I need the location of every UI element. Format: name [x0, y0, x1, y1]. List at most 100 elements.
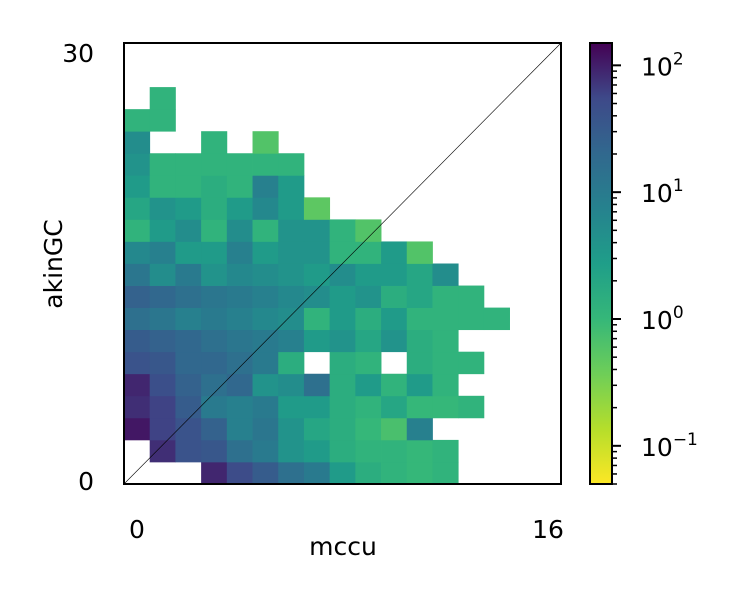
heatmap-cell	[201, 241, 228, 264]
heatmap-cell	[201, 417, 228, 441]
heatmap-cell	[303, 241, 331, 264]
heatmap-cell	[149, 219, 176, 242]
heatmap-cell	[201, 461, 228, 485]
heatmap-cell	[252, 439, 279, 463]
heatmap-cell	[406, 461, 433, 485]
heatmap-cell	[149, 395, 176, 419]
heatmap-cell	[303, 417, 331, 441]
heatmap-cell	[175, 439, 202, 463]
heatmap-cell	[303, 439, 331, 463]
heatmap-cell	[226, 219, 253, 242]
heatmap-cell	[201, 373, 228, 397]
heatmap-cell	[355, 241, 382, 264]
heatmap-cell	[278, 395, 305, 419]
heatmap-cell	[278, 285, 305, 308]
y-tick-label-bottom: 0	[78, 467, 94, 496]
heatmap-cell	[124, 395, 151, 419]
heatmap-cell	[201, 439, 228, 463]
colorbar	[589, 42, 613, 485]
heatmap-cell	[432, 373, 459, 397]
heatmap-cell	[201, 395, 228, 419]
heatmap-cell	[252, 373, 279, 397]
heatmap-cells	[124, 87, 510, 485]
heatmap-cell	[124, 131, 151, 154]
heatmap-cell	[329, 373, 356, 397]
heatmap-cell	[252, 153, 279, 176]
plot-frame	[123, 42, 562, 485]
heatmap-cell	[226, 307, 253, 331]
heatmap-cell	[329, 395, 356, 419]
heatmap-cell	[252, 307, 279, 331]
heatmap-cell	[432, 307, 459, 331]
heatmap-cell	[355, 263, 382, 286]
heatmap-cell	[329, 241, 356, 264]
heatmap-cell	[252, 197, 279, 220]
heatmap-cell	[175, 153, 202, 176]
heatmap-cell	[278, 461, 305, 485]
heatmap-cell	[175, 373, 202, 397]
heatmap-cell	[381, 461, 408, 485]
x-axis-label: mccu	[309, 532, 377, 561]
heatmap-cell	[406, 329, 433, 353]
heatmap-cell	[278, 153, 305, 176]
heatmap-cell	[252, 175, 279, 198]
heatmap-cell	[458, 285, 485, 308]
heatmap-cell	[303, 395, 331, 419]
y-axis-label: akinGC	[39, 219, 68, 308]
heatmap-cell	[124, 197, 151, 220]
heatmap-cell	[201, 197, 228, 220]
heatmap-cell	[278, 197, 305, 220]
heatmap-cell	[226, 153, 253, 176]
heatmap-cell	[303, 307, 331, 331]
colorbar-tick-label: 10−1	[641, 430, 698, 462]
heatmap-cell	[201, 285, 228, 308]
heatmap-cell	[175, 395, 202, 419]
heatmap-cell	[406, 439, 433, 463]
heatmap-cell	[406, 395, 433, 419]
heatmap-cell	[149, 329, 176, 353]
heatmap-cell	[406, 285, 433, 308]
heatmap-cell	[175, 175, 202, 198]
heatmap-cell	[226, 461, 253, 485]
heatmap-cell	[406, 351, 433, 375]
heatmap-cell	[149, 175, 176, 198]
heatmap-cell	[355, 329, 382, 353]
heatmap-cell	[278, 329, 305, 353]
heatmap-cell	[149, 373, 176, 397]
heatmap-cell	[201, 175, 228, 198]
heatmap-cell	[329, 285, 356, 308]
colorbar-tick-label: 101	[641, 176, 684, 208]
heatmap-cell	[278, 439, 305, 463]
heatmap-cell	[149, 197, 176, 220]
heatmap-cell	[278, 241, 305, 264]
heatmap-cell	[124, 417, 151, 441]
heatmap-cell	[201, 329, 228, 353]
heatmap-cell	[432, 263, 459, 286]
heatmap-cell	[278, 175, 305, 198]
heatmap-cell	[149, 351, 176, 375]
heatmap-cell	[252, 263, 279, 286]
heatmap-cell	[124, 109, 151, 132]
heatmap-cell	[303, 373, 331, 397]
heatmap-cell	[149, 307, 176, 331]
heatmap-cell	[278, 351, 305, 375]
heatmap-cell	[432, 329, 459, 353]
heatmap-cell	[303, 461, 331, 485]
y-tick-label-top: 30	[62, 39, 94, 68]
heatmap-cell	[355, 461, 382, 485]
heatmap-cell	[329, 263, 356, 286]
colorbar-tick-label: 100	[641, 303, 684, 335]
heatmap-cell	[124, 373, 151, 397]
heatmap-cell	[124, 285, 151, 308]
heatmap-cell	[381, 285, 408, 308]
heatmap-cell	[201, 153, 228, 176]
heatmap-cell	[175, 241, 202, 264]
heatmap-cell	[355, 395, 382, 419]
heatmap-cell	[201, 131, 228, 154]
heatmap-cell	[252, 461, 279, 485]
heatmap-cell	[175, 307, 202, 331]
heatmap-cell	[149, 87, 176, 110]
heatmap-cell	[381, 373, 408, 397]
heatmap-cell	[355, 417, 382, 441]
